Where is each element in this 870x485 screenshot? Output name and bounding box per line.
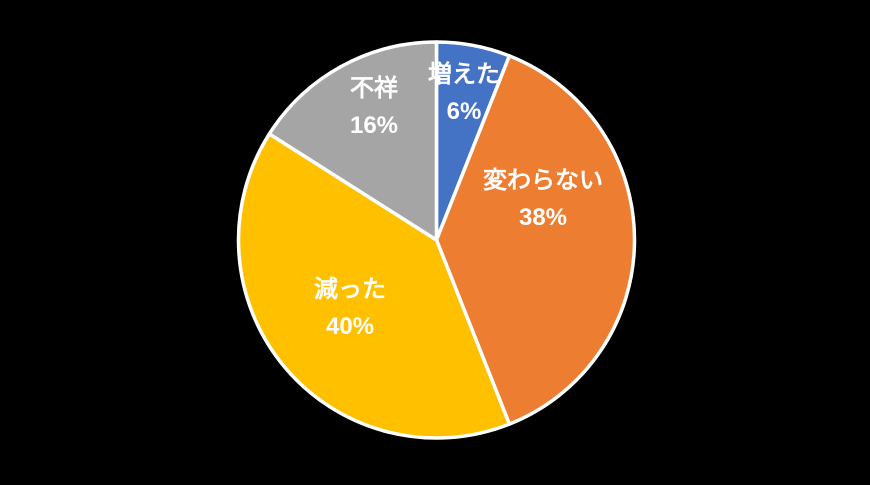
pie-slice-3 [267, 40, 439, 242]
pie-slice-2 [236, 132, 512, 440]
pie-slice-1 [434, 54, 637, 426]
